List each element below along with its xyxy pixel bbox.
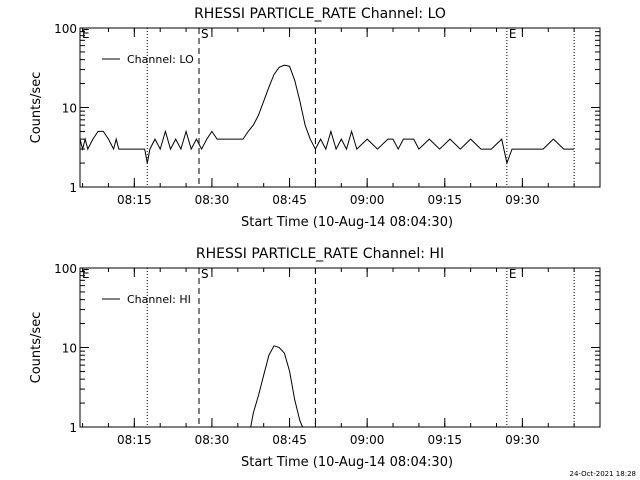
chart-title: RHESSI PARTICLE_RATE Channel: HI: [196, 246, 444, 262]
marker-label: E: [509, 27, 517, 41]
plot-frame: [79, 267, 601, 428]
marker-label: S: [201, 267, 209, 281]
y-tick-label: 1: [69, 181, 77, 195]
x-tick-label: 09:15: [427, 433, 462, 447]
x-tick-label: 08:30: [195, 433, 230, 447]
y-tick-label: 100: [54, 22, 77, 36]
x-tick-label: 08:45: [272, 433, 307, 447]
marker-label: E: [82, 267, 90, 281]
x-tick-label: 08:45: [272, 193, 307, 207]
y-axis-label: Counts/sec: [29, 312, 44, 384]
x-tick-label: 09:30: [505, 433, 540, 447]
x-tick-label: 08:15: [117, 433, 152, 447]
x-tick-label: 09:00: [350, 433, 385, 447]
x-tick-label: 09:30: [505, 193, 540, 207]
marker-label: E: [509, 267, 517, 281]
series-line: [79, 64, 575, 165]
x-tick-label: 08:30: [195, 193, 230, 207]
y-tick-label: 10: [62, 342, 77, 356]
plot-frame: [79, 27, 601, 188]
x-tick-label: 08:15: [117, 193, 152, 207]
y-axis-label: Counts/sec: [29, 72, 44, 144]
marker-label: E: [82, 27, 90, 41]
hi-channel-plot: RHESSI PARTICLE_RATE Channel: HI 1 10 100 08…: [29, 246, 601, 470]
legend-label: Channel: LO: [127, 53, 194, 66]
y-tick-label: 100: [54, 262, 77, 276]
marker-label: S: [201, 27, 209, 41]
x-axis-label: Start Time (10-Aug-14 08:04:30): [241, 215, 453, 230]
x-axis-label: Start Time (10-Aug-14 08:04:30): [241, 455, 453, 470]
datestamp: 24-Oct-2021 18:28: [569, 470, 636, 478]
lo-channel-plot: RHESSI PARTICLE_RATE Channel: LO 1 10 100 08…: [29, 6, 601, 230]
x-tick-label: 09:15: [427, 193, 462, 207]
chart-title: RHESSI PARTICLE_RATE Channel: LO: [194, 6, 446, 22]
series-line: [250, 345, 303, 428]
legend-label: Channel: HI: [127, 293, 191, 306]
y-tick-label: 1: [69, 421, 77, 435]
x-tick-label: 09:00: [350, 193, 385, 207]
y-tick-label: 10: [62, 102, 77, 116]
